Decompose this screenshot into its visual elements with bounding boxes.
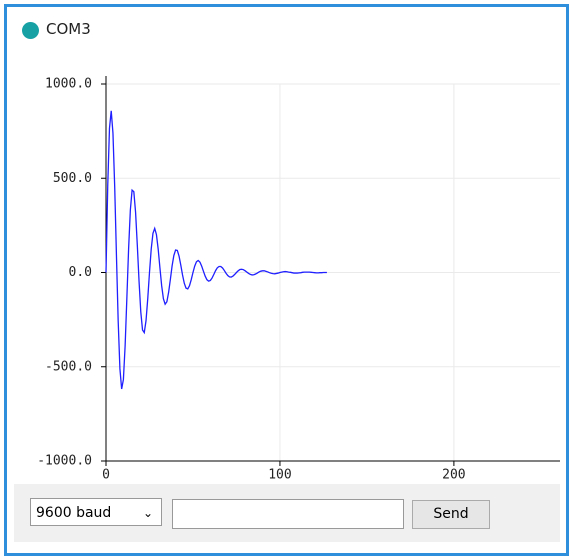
window-title: COM3 <box>46 20 91 38</box>
app-icon <box>22 22 39 39</box>
plot-area <box>14 50 560 484</box>
x-tick-label: 200 <box>442 468 465 483</box>
series-line <box>105 110 327 390</box>
baud-select[interactable]: 9600 baud ⌄ <box>30 498 162 526</box>
baud-label: 9600 baud <box>36 505 112 521</box>
y-tick-label: -500.0 <box>45 359 92 374</box>
send-button[interactable]: Send <box>412 500 490 529</box>
x-tick-label: 100 <box>268 468 291 483</box>
x-tick-label: 0 <box>102 468 110 483</box>
y-tick-label: -1000.0 <box>37 454 92 469</box>
y-tick-label: 500.0 <box>53 171 92 186</box>
y-tick-label: 1000.0 <box>45 77 92 92</box>
send-input[interactable] <box>172 499 404 529</box>
dropdown-arrow: ⌄ <box>142 506 153 520</box>
y-tick-label: 0.0 <box>69 265 92 280</box>
